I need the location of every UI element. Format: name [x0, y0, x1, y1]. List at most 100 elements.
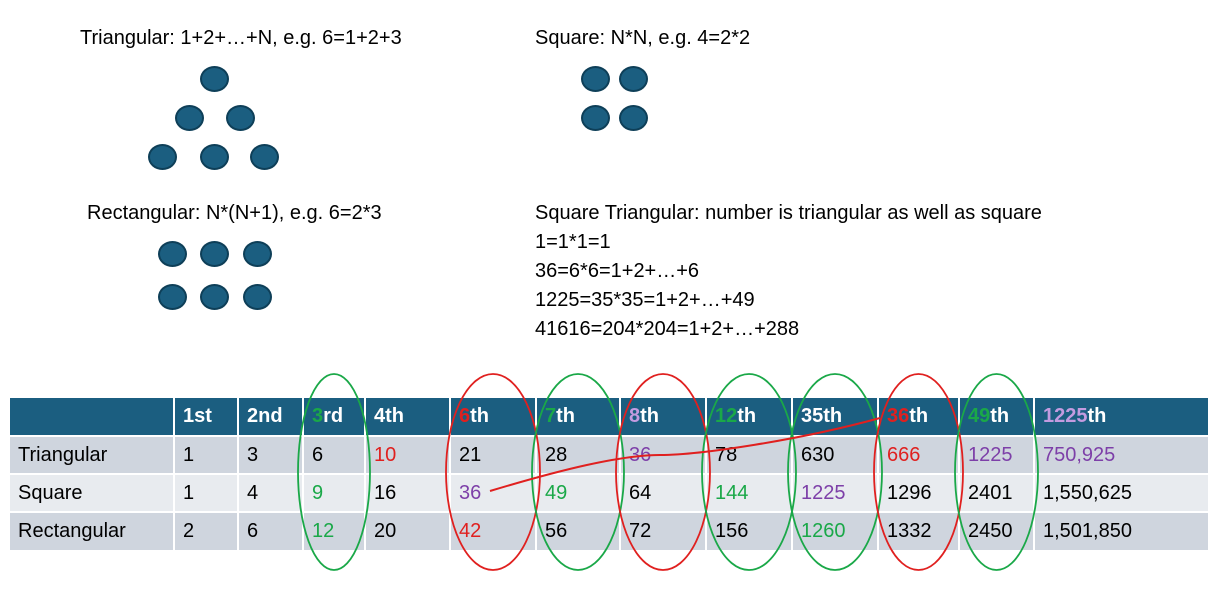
table-cell: 1225	[792, 473, 879, 512]
header-suffix: th	[909, 405, 929, 427]
header-number: 1225	[1043, 405, 1088, 427]
dot	[243, 284, 272, 310]
dot	[226, 105, 255, 131]
header-suffix: th	[470, 405, 490, 427]
table-row: Square 1 4 9 16 36 49 64 144 1225 1296 2401 1,550,62…	[10, 473, 1210, 512]
number-table: 1st 2nd 3rd 4th 6th 7th 8th 12th 35th 36th 49th 122…	[10, 398, 1210, 550]
header-suffix: th	[737, 405, 757, 427]
table-cell: 36	[450, 473, 537, 512]
table-cell: 72	[620, 511, 707, 550]
table-cell: 21	[450, 435, 537, 474]
header-suffix: th	[556, 405, 576, 427]
row-label: Square	[10, 473, 175, 512]
table-cell: 1296	[878, 473, 960, 512]
header-suffix: th	[640, 405, 660, 427]
header-suffix: rd	[323, 405, 344, 427]
column-header: 12th	[706, 398, 793, 436]
column-header: 1225th	[1034, 398, 1210, 436]
table-cell: 2	[174, 511, 239, 550]
square-triangular-example: 41616=204*204=1+2+…+288	[535, 318, 800, 340]
column-header	[10, 398, 175, 436]
table-row: Triangular 1 3 6 10 21 28 36 78 630 666 1225 750,925	[10, 435, 1210, 474]
column-header: 7th	[536, 398, 621, 436]
table-cell: 144	[706, 473, 793, 512]
table-row: Rectangular 2 6 12 20 42 56 72 156 1260 1332 2450 1,…	[10, 511, 1210, 550]
table-cell: 42	[450, 511, 537, 550]
column-header: 4th	[365, 398, 451, 436]
table-cell: 78	[706, 435, 793, 474]
table-cell: 666	[878, 435, 960, 474]
table-cell: 156	[706, 511, 793, 550]
header-number: 2nd	[247, 405, 283, 427]
dot	[619, 66, 648, 92]
square-triangular-block: Square Triangular: number is triangular …	[535, 199, 1042, 344]
table-cell: 36	[620, 435, 707, 474]
table-cell: 1,501,850	[1034, 511, 1210, 550]
dot	[250, 144, 279, 170]
header-number: 49	[968, 405, 991, 427]
header-number: 4th	[374, 405, 404, 427]
header-number: 1st	[183, 405, 212, 427]
header-number: 3	[312, 405, 324, 427]
table-header-row: 1st 2nd 3rd 4th 6th 7th 8th 12th 35th 36th 49th 122…	[10, 398, 1210, 436]
table-cell: 9	[303, 473, 366, 512]
table-cell: 6	[303, 435, 366, 474]
dot	[581, 66, 610, 92]
column-header: 6th	[450, 398, 537, 436]
table-cell: 2450	[959, 511, 1035, 550]
table-cell: 28	[536, 435, 621, 474]
column-header: 2nd	[238, 398, 304, 436]
header-number: 36	[887, 405, 910, 427]
header-number: 8	[629, 405, 641, 427]
header-number: 35th	[801, 405, 843, 427]
table-cell: 2401	[959, 473, 1035, 512]
column-header: 36th	[878, 398, 960, 436]
row-label: Triangular	[10, 435, 175, 474]
row-label: Rectangular	[10, 511, 175, 550]
table-cell: 56	[536, 511, 621, 550]
square-definition: Square: N*N, e.g. 4=2*2	[535, 27, 751, 49]
square-triangular-example: 1225=35*35=1+2+…+49	[535, 289, 755, 311]
column-header: 3rd	[303, 398, 366, 436]
dot	[581, 105, 610, 131]
table-cell: 630	[792, 435, 879, 474]
header-suffix: th	[990, 405, 1010, 427]
column-header: 35th	[792, 398, 879, 436]
header-number: 12	[715, 405, 738, 427]
table-cell: 1	[174, 435, 239, 474]
table-cell: 750,925	[1034, 435, 1210, 474]
table-cell: 16	[365, 473, 451, 512]
dot	[200, 284, 229, 310]
dot	[175, 105, 204, 131]
header-number: 7	[545, 405, 557, 427]
triangular-definition: Triangular: 1+2+…+N, e.g. 6=1+2+3	[80, 27, 402, 49]
dot	[200, 144, 229, 170]
dot	[200, 241, 229, 267]
square-triangular-example: 1=1*1=1	[535, 231, 611, 253]
dot	[158, 284, 187, 310]
dot	[200, 66, 229, 92]
dot	[619, 105, 648, 131]
column-header: 49th	[959, 398, 1035, 436]
dot	[243, 241, 272, 267]
table-cell: 1260	[792, 511, 879, 550]
table-cell: 1225	[959, 435, 1035, 474]
table-cell: 10	[365, 435, 451, 474]
column-header: 8th	[620, 398, 707, 436]
table-cell: 12	[303, 511, 366, 550]
dot	[158, 241, 187, 267]
rectangular-definition: Rectangular: N*(N+1), e.g. 6=2*3	[87, 202, 382, 224]
table-cell: 6	[238, 511, 304, 550]
square-triangular-title: Square Triangular: number is triangular …	[535, 202, 1042, 224]
header-suffix: th	[1087, 405, 1107, 427]
dot	[148, 144, 177, 170]
table-cell: 1,550,625	[1034, 473, 1210, 512]
table-cell: 1332	[878, 511, 960, 550]
table-cell: 3	[238, 435, 304, 474]
column-header: 1st	[174, 398, 239, 436]
table-cell: 20	[365, 511, 451, 550]
table-cell: 1	[174, 473, 239, 512]
header-number: 6	[459, 405, 471, 427]
table-cell: 64	[620, 473, 707, 512]
table-cell: 4	[238, 473, 304, 512]
